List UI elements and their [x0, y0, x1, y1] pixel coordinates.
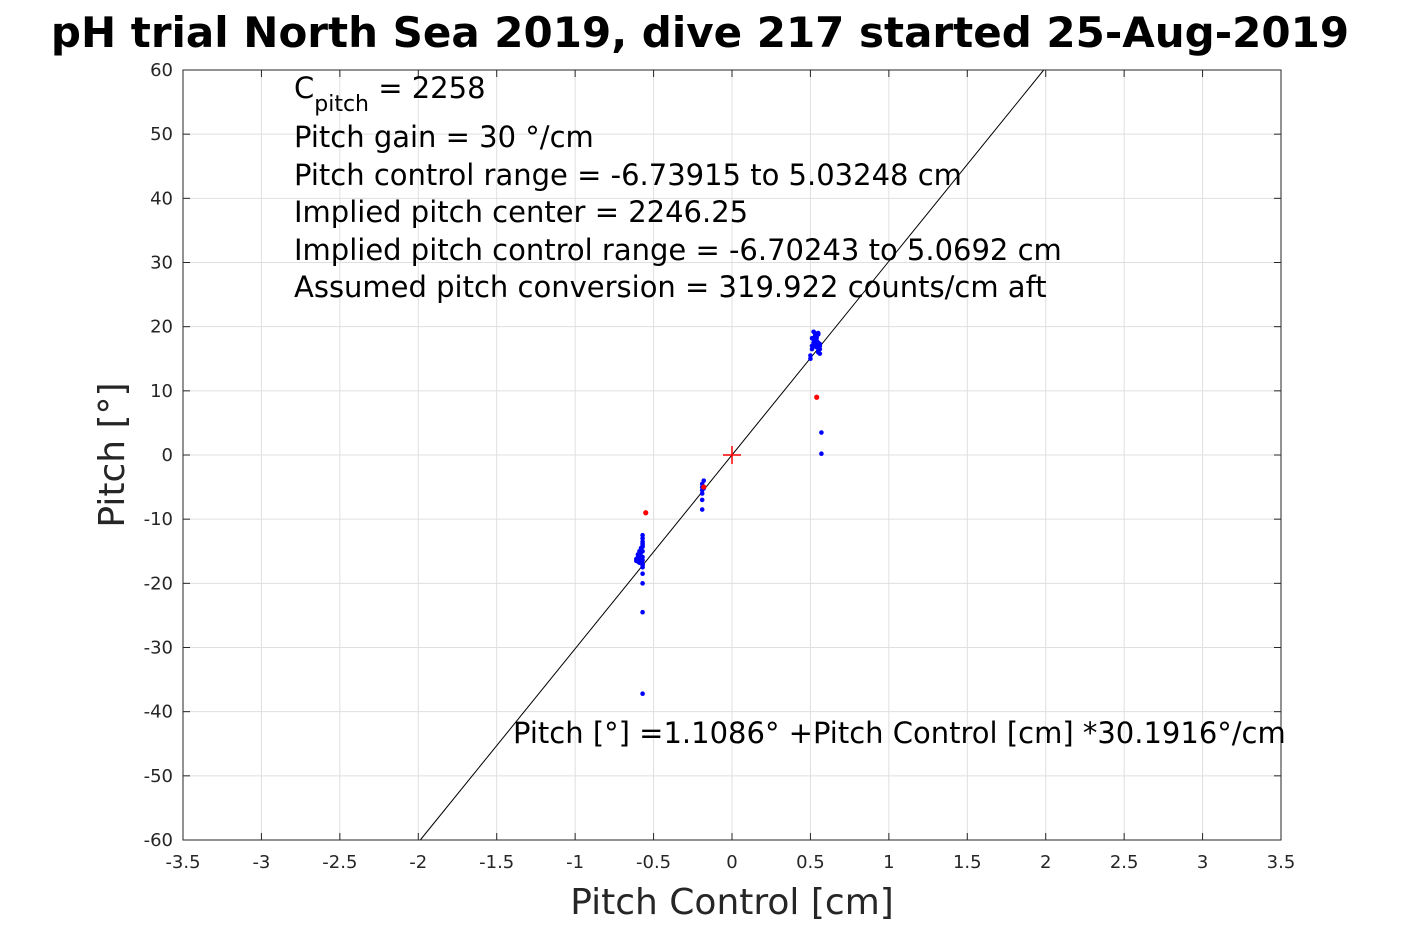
data-point	[634, 556, 639, 562]
data-point	[814, 341, 820, 346]
x-tick-label: -3.5	[165, 852, 200, 873]
ticks: -3.5 -3 -2.5 -2 -1.5 -1 -0.5 0 0.5 1 1.5 2 2.5 3 3.5 -6…	[144, 60, 1296, 873]
x-tick-label: 3.5	[1267, 852, 1296, 873]
y-tick-label: 30	[150, 253, 173, 274]
annotation-implied-range: Implied pitch control range = -6.70243 t…	[294, 233, 1062, 267]
data-point	[640, 691, 645, 696]
y-tick-label: 0	[162, 445, 173, 466]
annotation-fit-equation: Pitch [°] =1.1086° +Pitch Control [cm] *…	[513, 716, 1286, 750]
data-point	[699, 491, 705, 496]
data-point	[812, 333, 818, 338]
data-point	[699, 507, 705, 512]
x-tick-label: -0.5	[636, 852, 671, 873]
data-point	[640, 581, 645, 586]
data-point	[640, 541, 645, 546]
data-point	[815, 330, 821, 336]
data-point	[640, 571, 645, 577]
y-tick-label: -50	[144, 766, 173, 787]
data-points	[634, 329, 824, 696]
data-point	[815, 350, 821, 355]
x-tick-label: -2	[409, 852, 427, 873]
y-tick-label: -20	[144, 573, 173, 594]
chart-title: pH trial North Sea 2019, dive 217 starte…	[51, 8, 1349, 57]
data-point	[640, 536, 645, 541]
data-point	[640, 532, 645, 538]
y-tick-label: 20	[150, 317, 173, 338]
outlier-point	[701, 484, 707, 490]
annotation-implied-center: Implied pitch center = 2246.25	[294, 195, 748, 229]
c-pitch-subscript: pitch	[314, 92, 369, 117]
x-tick-label: -3	[252, 852, 270, 873]
x-tick-label: 1.5	[953, 852, 982, 873]
data-point	[811, 344, 816, 349]
y-tick-label: -40	[144, 702, 173, 723]
y-tick-label: 40	[150, 188, 173, 209]
x-tick-label: 2.5	[1110, 852, 1139, 873]
data-point	[808, 353, 813, 358]
c-pitch-prefix: C	[294, 71, 314, 105]
x-tick-label: -1.5	[479, 852, 514, 873]
data-point	[640, 563, 645, 568]
x-tick-label: 3	[1197, 852, 1208, 873]
y-tick-label: -60	[144, 830, 173, 851]
center-marker-group	[723, 446, 741, 464]
data-point	[811, 329, 816, 335]
x-tick-label: 0	[726, 852, 737, 873]
data-point	[640, 554, 645, 560]
data-point	[640, 544, 645, 550]
y-tick-label: 60	[150, 60, 173, 81]
data-point	[819, 430, 824, 435]
annotation-control-range: Pitch control range = -6.73915 to 5.0324…	[294, 158, 962, 192]
outlier-point	[814, 394, 820, 400]
c-pitch-value: = 2258	[369, 71, 486, 105]
x-axis-label: Pitch Control [cm]	[570, 882, 894, 923]
y-tick-label: 10	[150, 381, 173, 402]
annotation-pitch-gain: Pitch gain = 30 °/cm	[294, 120, 594, 154]
annotation-conversion: Assumed pitch conversion = 319.922 count…	[294, 270, 1047, 304]
data-point	[640, 609, 645, 615]
annotation-c-pitch: Cpitch = 2258	[294, 71, 486, 117]
x-tick-label: -1	[566, 852, 584, 873]
outlier-point	[643, 510, 649, 516]
y-tick-label: 50	[150, 124, 173, 145]
data-point	[699, 497, 705, 503]
y-axis-label: Pitch [°]	[92, 382, 133, 527]
data-point	[640, 557, 645, 563]
data-point	[819, 451, 824, 457]
x-tick-label: 1	[883, 852, 894, 873]
y-tick-label: -10	[144, 509, 173, 530]
data-point	[701, 478, 707, 483]
x-tick-label: 2	[1040, 852, 1051, 873]
x-tick-label: 0.5	[796, 852, 825, 873]
x-tick-label: -2.5	[322, 852, 357, 873]
y-tick-label: -30	[144, 638, 173, 659]
data-point	[808, 356, 813, 362]
